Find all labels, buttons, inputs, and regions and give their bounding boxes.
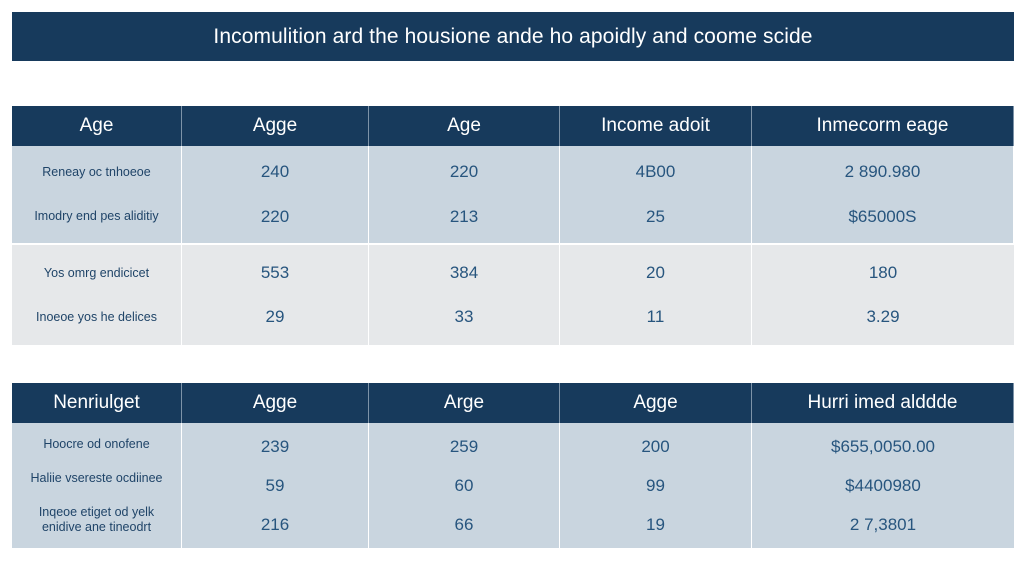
table1-group2-col2: 553 29	[182, 245, 369, 345]
table1-group1-label: Reneay oc tnhoeoe Imodry end pes aliditi…	[12, 146, 182, 243]
table-cell: 19	[646, 514, 665, 534]
row-label: Hoocre od onofene	[43, 436, 150, 451]
table2-col3: 259 60 66	[369, 423, 560, 548]
table2-group-label: Hoocre od onofene Haliie vsereste ocdiin…	[12, 423, 182, 548]
table1-group1-col2: 240 220	[182, 146, 369, 243]
table2-header-col1: Nenriulget	[12, 383, 182, 423]
table-cell: 220	[449, 162, 479, 182]
table-cell: 216	[260, 514, 290, 534]
table-cell: 180	[868, 263, 898, 282]
table2-header-col5: Hurri imed alddde	[752, 383, 1014, 423]
table-cell: 2 7,3801	[849, 514, 917, 534]
row-label: Reneay oc tnhoeoe	[42, 164, 151, 179]
table-cell: $65000S	[848, 206, 917, 226]
table-cell: 213	[449, 206, 479, 226]
table1-group1-col3: 220 213	[369, 146, 560, 243]
table1-header-col1: Age	[12, 106, 182, 146]
table-cell: 66	[454, 514, 474, 534]
table1-header-col5: Inmecorm eage	[752, 106, 1014, 146]
row-label: Inqeoe etiget od yelk	[38, 504, 155, 519]
page-title: Incomulition ard the housione ande ho ap…	[213, 24, 813, 48]
table-cell: 239	[260, 436, 290, 456]
table1-group1-col4: 4B00 25	[560, 146, 752, 243]
table2-col2: 239 59 216	[182, 423, 369, 548]
table-cell: 200	[641, 436, 670, 456]
table1-group2-col4: 20 11	[560, 245, 752, 345]
row-separator	[12, 243, 1014, 245]
table1-group2-col5: 180 3.29	[752, 245, 1014, 345]
row-label: Inoeoe yos he delices	[36, 309, 157, 324]
table-cell: 33	[454, 307, 474, 326]
table-cell: $4400980	[845, 475, 921, 495]
table-cell: 384	[449, 263, 479, 282]
table-cell: 240	[260, 162, 290, 182]
table1-group2-label: Yos omrg endicicet Inoeoe yos he delices	[12, 245, 182, 345]
table1-header-col4: Income adoit	[560, 106, 752, 146]
row-label: Yos omrg endicicet	[43, 265, 150, 280]
income-table-1: Age Agge Age Income adoit Inmecorm eage …	[12, 106, 1014, 345]
table-cell: 11	[646, 307, 665, 326]
income-table-2: Nenriulget Agge Arge Agge Hurri imed ald…	[12, 383, 1014, 548]
table-cell: 4B00	[635, 162, 676, 182]
table1-header-col3: Age	[369, 106, 560, 146]
row-label: enidive ane tineodrt	[41, 519, 152, 534]
table-cell: 20	[646, 263, 665, 282]
table-cell: $655,0050.00	[831, 436, 935, 456]
table-cell: 3.29	[866, 307, 900, 326]
table-cell: 29	[265, 307, 285, 326]
page-title-bar: Incomulition ard the housione ande ho ap…	[12, 12, 1014, 61]
table1-header-col2: Agge	[182, 106, 369, 146]
table-cell: 220	[260, 206, 290, 226]
table1-group2-col3: 384 33	[369, 245, 560, 345]
table1-group1-col5: 2 890.980 $65000S	[752, 146, 1014, 243]
table-cell: 553	[260, 263, 290, 282]
table2-header-col3: Arge	[369, 383, 560, 423]
table-cell: 59	[265, 475, 285, 495]
table-cell: 60	[454, 475, 474, 495]
table2-col4: 200 99 19	[560, 423, 752, 548]
table-cell: 259	[449, 436, 479, 456]
table-cell: 25	[646, 206, 665, 226]
row-label: Imodry end pes aliditiy	[34, 209, 159, 224]
table-cell: 99	[646, 475, 665, 495]
table2-header-col2: Agge	[182, 383, 369, 423]
table-cell: 2 890.980	[844, 162, 921, 182]
table2-col5: $655,0050.00 $4400980 2 7,3801	[752, 423, 1014, 548]
row-label: Haliie vsereste ocdiinee	[30, 470, 163, 485]
table2-header-col4: Agge	[560, 383, 752, 423]
